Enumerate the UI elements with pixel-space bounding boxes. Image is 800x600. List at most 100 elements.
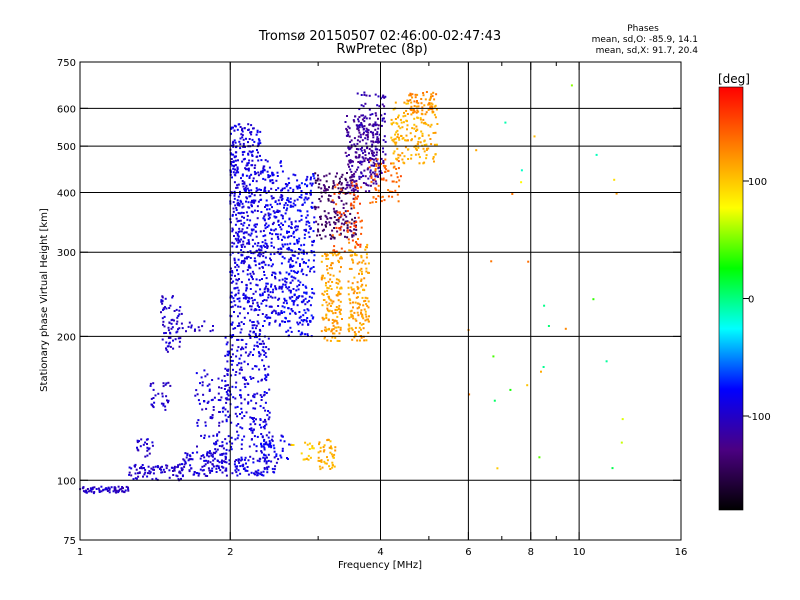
- scatter-point: [237, 237, 240, 240]
- scatter-point: [324, 326, 327, 329]
- scatter-point: [327, 272, 330, 275]
- scatter-point: [410, 113, 413, 116]
- scatter-point: [147, 448, 150, 451]
- x-tick-label: 8: [528, 547, 534, 558]
- scatter-point: [326, 254, 329, 257]
- scatter-point: [308, 221, 311, 224]
- scatter-point: [271, 206, 273, 209]
- scatter-point: [381, 117, 384, 120]
- scatter-point: [235, 355, 238, 358]
- scatter-point: [310, 205, 313, 208]
- scatter-point: [253, 393, 256, 396]
- scatter-point: [261, 313, 264, 315]
- scatter-point: [320, 195, 323, 198]
- scatter-point: [259, 329, 262, 332]
- scatter-point: [363, 160, 366, 163]
- scatter-point: [211, 467, 214, 470]
- scatter-point: [165, 395, 168, 398]
- scatter-point: [275, 461, 278, 464]
- scatter-point: [360, 309, 363, 312]
- scatter-point: [414, 135, 417, 138]
- scatter-point: [231, 385, 234, 388]
- scatter-point: [260, 342, 263, 345]
- scatter-point: [381, 103, 384, 106]
- scatter-point: [243, 383, 246, 386]
- scatter-point: [319, 446, 322, 449]
- scatter-point: [255, 283, 258, 286]
- scatter-point: [243, 181, 246, 184]
- scatter-point: [258, 338, 261, 341]
- scatter-point: [347, 286, 350, 289]
- scatter-point: [251, 321, 254, 324]
- scatter-point: [244, 456, 247, 459]
- scatter-point: [347, 154, 350, 156]
- scatter-point: [336, 286, 339, 289]
- scatter-point: [230, 163, 233, 165]
- scatter-point: [128, 473, 131, 476]
- scatter-point: [347, 133, 350, 136]
- scatter-point: [177, 464, 180, 467]
- scatter-point: [356, 212, 359, 215]
- scatter-point: [310, 267, 313, 270]
- scatter-point: [382, 161, 385, 164]
- scatter-point: [360, 232, 363, 235]
- scatter-point: [224, 367, 227, 370]
- scatter-point: [230, 291, 233, 294]
- scatter-point: [394, 133, 397, 136]
- scatter-point: [250, 173, 253, 176]
- scatter-point: [353, 311, 356, 314]
- scatter-point: [246, 469, 249, 472]
- scatter-point: [394, 189, 397, 192]
- scatter-point: [349, 141, 352, 143]
- scatter-point: [248, 159, 251, 162]
- scatter-point: [234, 438, 237, 441]
- scatter-point: [262, 420, 265, 423]
- scatter-point: [253, 257, 256, 260]
- scatter-point: [374, 148, 377, 151]
- scatter-point: [410, 139, 413, 142]
- scatter-point: [236, 465, 239, 468]
- scatter-point: [331, 187, 334, 190]
- scatter-point: [265, 441, 268, 444]
- scatter-point: [406, 120, 408, 123]
- scatter-point: [108, 487, 111, 490]
- scatter-point: [291, 254, 294, 257]
- scatter-point: [199, 382, 201, 385]
- scatter-point: [225, 420, 228, 423]
- scatter-point: [282, 301, 285, 304]
- scatter-point: [198, 329, 201, 332]
- scatter-point: [208, 388, 211, 391]
- scatter-point: [259, 194, 262, 197]
- scatter-point: [365, 256, 368, 259]
- scatter-point: [269, 444, 272, 447]
- scatter-point: [238, 204, 241, 207]
- scatter-point: [202, 393, 205, 396]
- scatter-point: [375, 159, 378, 162]
- scatter-point: [340, 182, 343, 185]
- scatter-point: [358, 154, 361, 157]
- scatter-point: [367, 318, 370, 321]
- scatter-point: [164, 332, 167, 334]
- scatter-point: [266, 373, 269, 376]
- scatter-point: [330, 445, 332, 448]
- scatter-point: [349, 229, 352, 232]
- scatter-point: [320, 187, 323, 190]
- scatter-point: [289, 312, 292, 315]
- scatter-point: [321, 223, 323, 226]
- scatter-point: [250, 210, 253, 213]
- scatter-point: [346, 230, 349, 233]
- scatter-point: [246, 163, 249, 166]
- scatter-point: [122, 487, 124, 490]
- scatter-point: [335, 329, 338, 332]
- scatter-point: [323, 449, 326, 452]
- scatter-point: [411, 96, 414, 99]
- scatter-point: [302, 299, 305, 302]
- scatter-point: [348, 159, 351, 162]
- scatter-point: [235, 424, 238, 427]
- scatter-point: [243, 127, 246, 130]
- scatter-point: [289, 281, 292, 284]
- scatter-point: [218, 445, 221, 447]
- scatter-point: [90, 488, 93, 491]
- scatter-point: [349, 147, 352, 150]
- scatter-point: [246, 214, 249, 217]
